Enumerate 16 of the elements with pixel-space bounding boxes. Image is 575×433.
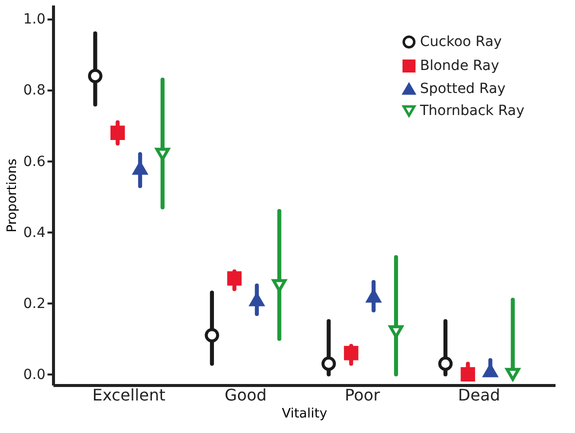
- x-tick-label: Good: [224, 386, 267, 404]
- y-axis-title: Proportions: [5, 158, 20, 232]
- y-tick-label: 0.6: [23, 154, 46, 170]
- y-tick-label: 0.4: [23, 224, 46, 241]
- x-tick-label: Dead: [458, 386, 500, 404]
- y-tick-label: 0.2: [23, 296, 46, 312]
- x-tick-label: Poor: [344, 386, 380, 404]
- y-tick-label: 0.0: [23, 366, 46, 383]
- x-axis-title: Vitality: [282, 406, 328, 422]
- legend-label: Thornback Ray: [419, 103, 524, 119]
- legend-label: Blonde Ray: [420, 58, 500, 74]
- y-tick-label: 0.8: [23, 82, 46, 99]
- x-tick-label: Excellent: [92, 386, 166, 404]
- legend-label: Cuckoo Ray: [420, 34, 502, 50]
- legend-label: Spotted Ray: [420, 81, 506, 97]
- y-tick-label: 1.0: [23, 12, 46, 28]
